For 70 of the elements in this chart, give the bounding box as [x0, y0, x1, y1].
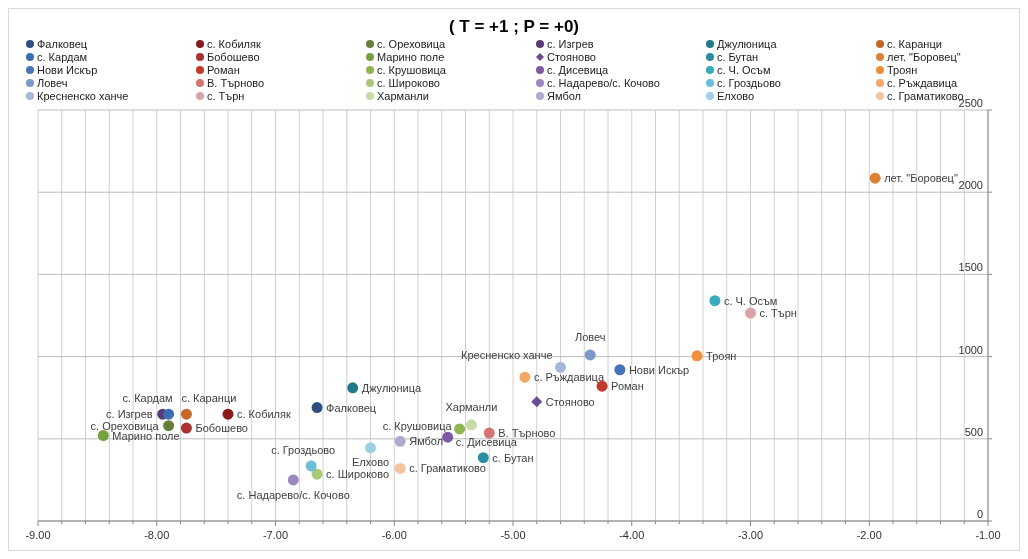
legend-label: Троян: [887, 64, 918, 76]
legend-label: лет. "Боровец": [887, 51, 961, 63]
text: Ловеч: [574, 330, 606, 343]
x-tick-label: -9.00: [25, 529, 51, 541]
legend-label: с. Бутан: [717, 51, 759, 63]
chart-title: ( T = +1 ; P = +0): [448, 17, 580, 36]
text: Роман: [611, 380, 644, 393]
text: Стояново: [545, 395, 595, 408]
legend-label: с. Ръждавица: [887, 77, 959, 89]
x-tick-label: -4.00: [619, 529, 645, 541]
text: с. Крушовица: [382, 419, 452, 432]
legend-label: с. Каранци: [887, 38, 942, 50]
legend-label: Харманли: [377, 90, 429, 102]
text: Кресненско ханче: [461, 349, 553, 362]
text: Фалковец: [326, 401, 377, 414]
legend-label: Нови Искър: [37, 64, 98, 76]
text: с. Широково: [326, 468, 390, 481]
x-tick-label: -6.00: [381, 529, 407, 541]
text: Бобошево: [195, 422, 248, 435]
text: с. Бутан: [492, 451, 534, 464]
legend-label: Марино поле: [377, 51, 445, 63]
legend-label: с. Търн: [207, 90, 245, 102]
y-tick-label: 1000: [958, 343, 983, 356]
text: с. Кобиляк: [237, 408, 291, 421]
legend-label: с. Ореховица: [377, 38, 446, 50]
text: с. Ръждавица: [533, 371, 604, 384]
text: Елхово: [351, 455, 390, 468]
text: с. Гроздьово: [271, 443, 336, 456]
legend-label: с. Изгрев: [547, 38, 594, 50]
legend-label: Бобошево: [207, 51, 260, 63]
legend-label: Стояново: [547, 51, 596, 63]
legend-label: Роман: [207, 64, 240, 76]
y-tick-label: 0: [976, 508, 983, 520]
x-tick-label: -7.00: [262, 529, 289, 541]
text: Джулюница: [361, 381, 422, 394]
x-tick-label: -8.00: [144, 529, 170, 541]
legend-label: Ловеч: [37, 77, 68, 89]
legend-label: Кресненско ханче: [37, 90, 129, 102]
x-tick-label: -3.00: [737, 529, 764, 541]
text: Харманли: [445, 400, 498, 413]
legend-label: с. Ч. Осъм: [717, 64, 771, 76]
legend-label: Ямбол: [547, 90, 581, 102]
legend-label: с. Кобиляк: [207, 38, 261, 50]
y-tick-label: 2000: [958, 179, 983, 192]
legend-label: с. Крушовица: [377, 64, 447, 76]
text: с. Надарево/с. Кочово: [236, 488, 350, 501]
legend-label: Фалковец: [37, 38, 88, 50]
text: Ямбол: [409, 435, 444, 448]
x-tick-label: -1.00: [975, 529, 1001, 541]
text: с. Търн: [759, 307, 797, 320]
text: с. Кардам: [122, 392, 173, 405]
text: с. Каранци: [181, 392, 237, 405]
text: Троян: [706, 349, 737, 362]
legend-label: с. Гроздьово: [717, 77, 781, 89]
y-tick-label: 1500: [958, 261, 983, 274]
legend-label: Елхово: [717, 90, 755, 102]
text: Нови Искър: [628, 363, 690, 376]
legend-label: В. Търново: [207, 77, 265, 89]
legend-label: с. Широково: [377, 77, 440, 89]
y-tick-label: 500: [964, 425, 983, 438]
legend-label: с. Кардам: [37, 51, 88, 63]
x-tick-label: -5.00: [500, 529, 526, 541]
text: лет. "Боровец": [884, 172, 958, 185]
x-tick-label: -2.00: [856, 529, 882, 541]
legend-label: с. Дисевица: [547, 64, 610, 76]
legend-label: Джулюница: [717, 38, 778, 50]
legend-label: с. Надарево/с. Кочово: [547, 77, 660, 89]
text: с. Граматиково: [409, 462, 486, 475]
text: с. Изгрев: [106, 408, 153, 421]
text: с. Ч. Осъм: [723, 294, 778, 307]
